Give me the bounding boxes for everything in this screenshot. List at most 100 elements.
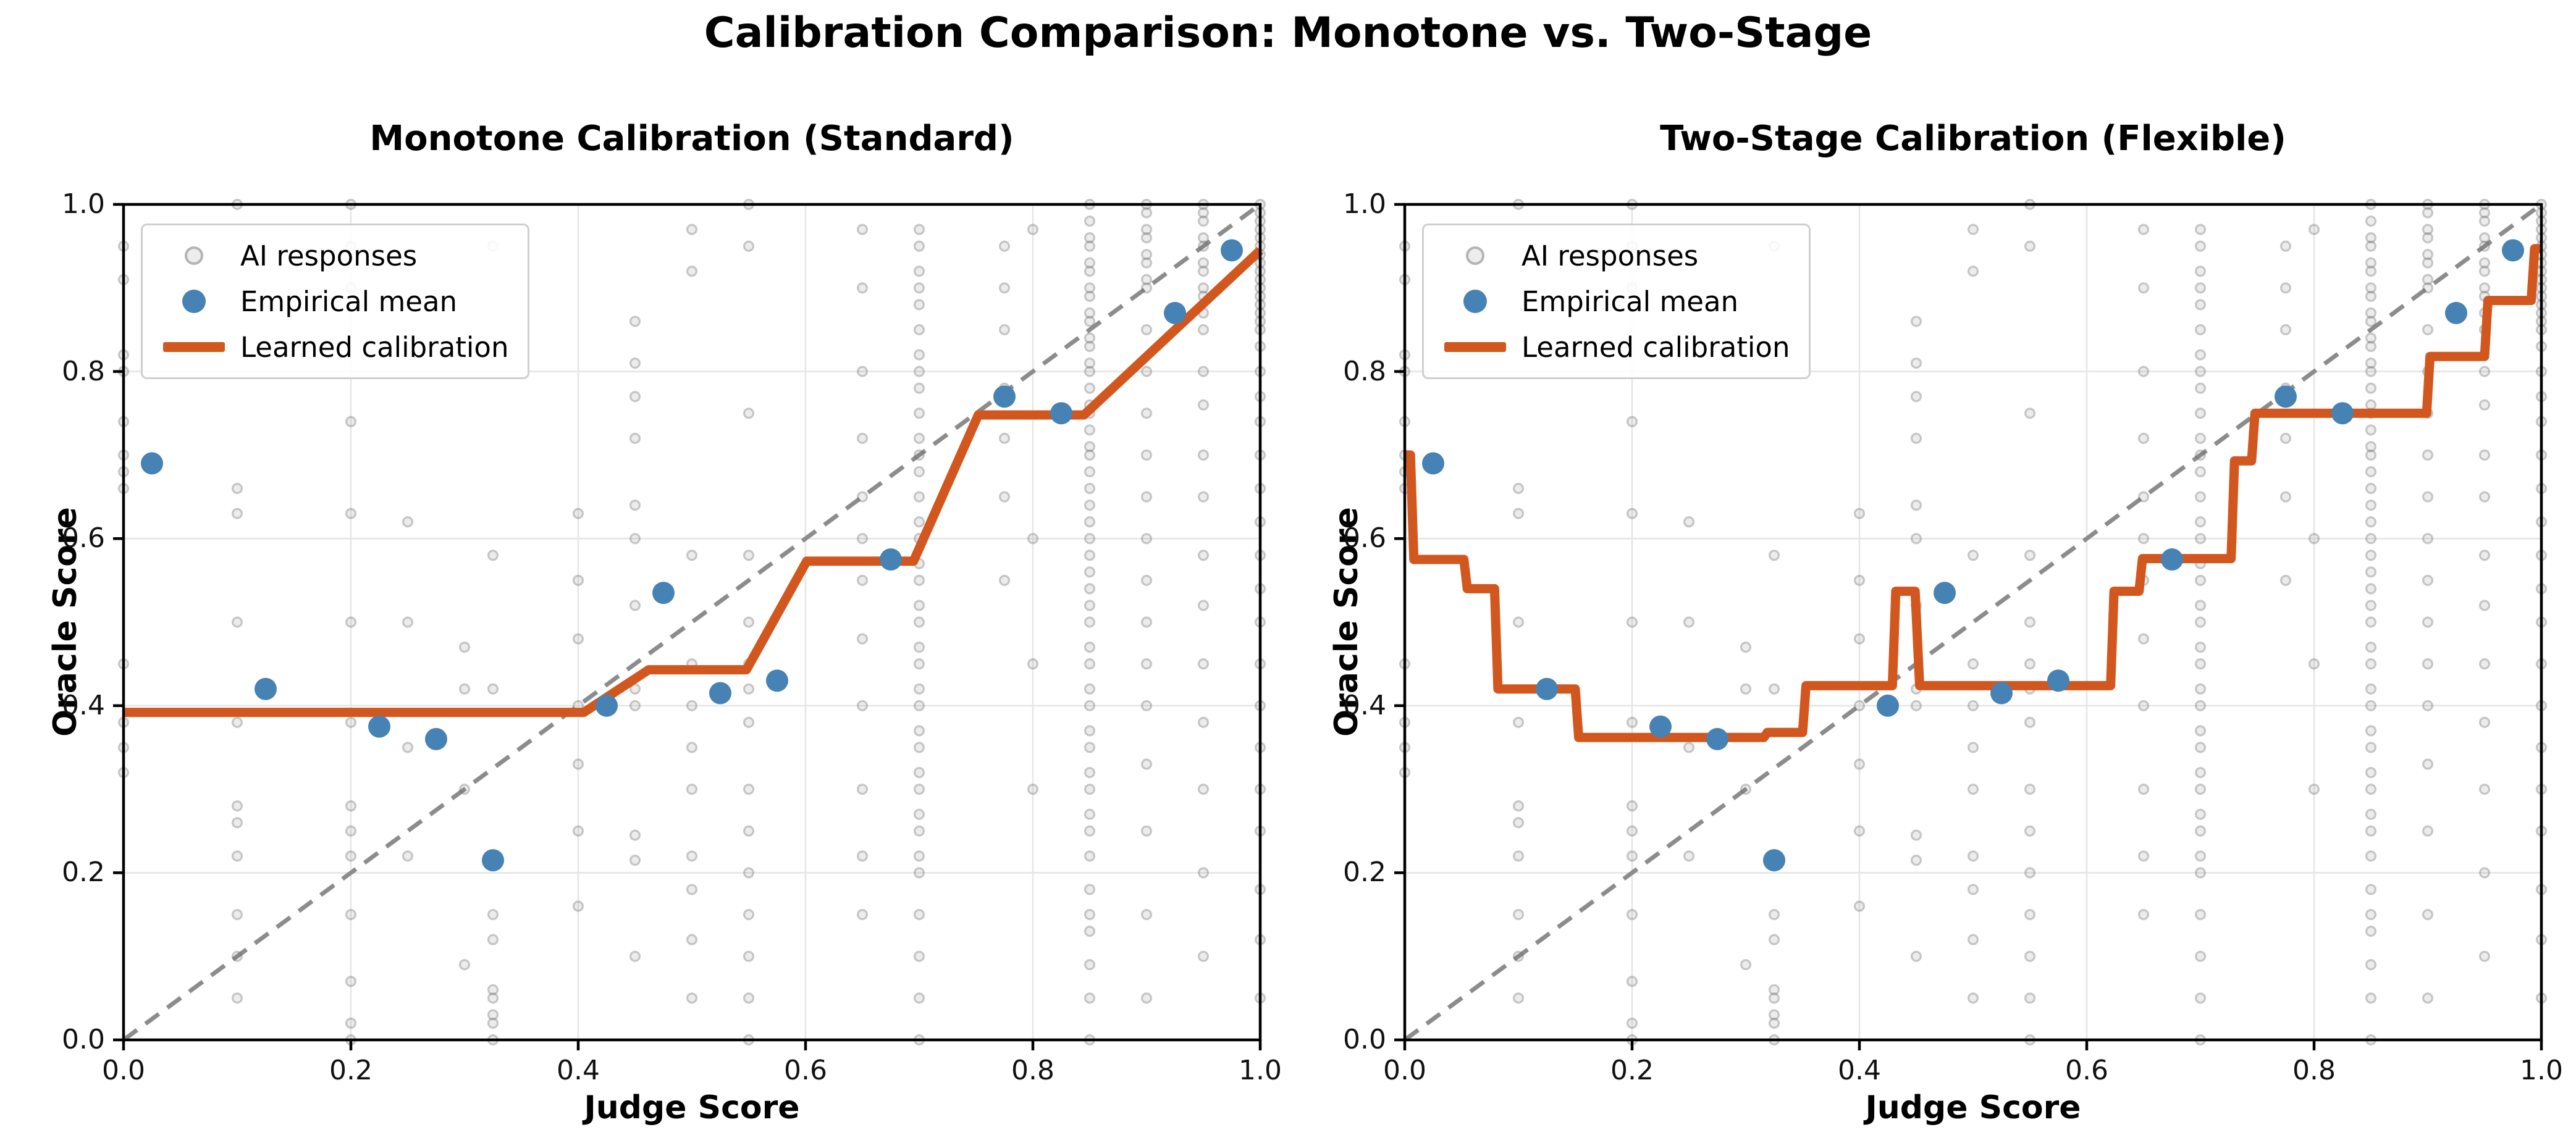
ai-response-point [2194, 808, 2207, 820]
legend-label: Learned calibration [1522, 330, 1790, 364]
empirical-mean-point [1164, 301, 1186, 324]
legend-item-learned-calibration: Learned calibration [148, 324, 509, 370]
ai-response-point [2279, 324, 2292, 336]
ai-response-point [1197, 449, 1210, 461]
ai-response-point [1967, 742, 1979, 753]
ai-response-point [2024, 240, 2036, 252]
ai-response-point [1084, 884, 1096, 895]
axes-spine [1403, 203, 2543, 1042]
y-tick-label: 0.4 [62, 689, 105, 721]
ai-response-point [1853, 825, 1866, 837]
legend-label: Empirical mean [1522, 285, 1739, 318]
ai-response-point [572, 633, 584, 645]
ai-response-point [2365, 332, 2377, 344]
legend-item-empirical-mean: Empirical mean [148, 278, 509, 324]
ai-response-point [1512, 716, 1525, 728]
ai-response-point [1967, 783, 1979, 795]
ai-response-point [2478, 240, 2491, 252]
empirical-mean-point [2445, 301, 2467, 324]
ai-response-point [231, 908, 243, 921]
ai-response-point [1140, 249, 1153, 261]
ai-response-point [913, 992, 925, 1004]
ai-response-point [913, 867, 925, 879]
ai-response-point [1683, 516, 1695, 528]
ai-response-point [1512, 908, 1525, 921]
ai-response-point [1084, 550, 1096, 561]
ai-response-point [2194, 950, 2207, 962]
ai-response-point [2194, 600, 2207, 611]
legend-label: AI responses [1522, 239, 1699, 272]
ai-response-point [1084, 583, 1096, 595]
empirical-mean-point [1934, 582, 1956, 605]
y-tick-label: 0.2 [1343, 856, 1386, 889]
ai-response-point [487, 984, 499, 995]
empirical-mean-point [368, 715, 390, 738]
legend-item-empirical-mean: Empirical mean [1429, 278, 1790, 324]
ai-response-point [2194, 324, 2207, 336]
ai-response-point [1626, 976, 1638, 987]
legend-label: Learned calibration [240, 330, 509, 364]
ai-response-point [2194, 349, 2207, 361]
ai-response-point [2365, 357, 2377, 369]
learned-calibration-line [1405, 244, 2541, 742]
ai-response-point [1853, 574, 1866, 586]
ai-response-point [2478, 491, 2491, 503]
ai-response-point [2365, 808, 2377, 820]
ai-response-point [2365, 424, 2377, 436]
ai-response-point [1084, 700, 1096, 711]
ai-response-point [1084, 725, 1096, 737]
scatter-dot-icon [185, 246, 203, 265]
ai-response-point [2478, 449, 2491, 461]
ai-response-point [2137, 700, 2150, 711]
ai-response-point [1084, 441, 1096, 453]
ai-response-point [998, 324, 1011, 336]
ai-response-point [2422, 758, 2434, 770]
ai-response-point [2194, 299, 2207, 311]
ai-response-point [856, 366, 869, 377]
panel-title-monotone: Monotone Calibration (Standard) [369, 119, 1014, 159]
ai-response-point [2478, 366, 2491, 377]
legend-item-ai-responses: AI responses [148, 233, 509, 278]
ai-response-point [1197, 282, 1210, 294]
ai-response-point [1197, 716, 1210, 728]
ai-response-point [2365, 908, 2377, 921]
ai-response-point [1084, 357, 1096, 369]
empirical-mean-point [482, 849, 504, 872]
ai-response-point [913, 282, 925, 294]
ai-response-point [2478, 232, 2491, 244]
ai-response-point [2478, 950, 2491, 962]
x-axis-label-two-stage: Judge Score [1865, 1089, 2081, 1126]
ai-response-point [2194, 240, 2207, 252]
y-tick-label: 0.0 [1343, 1024, 1386, 1055]
ai-response-point [1140, 324, 1153, 336]
x-tick-label: 0.0 [102, 1055, 145, 1086]
ai-response-point [1853, 758, 1866, 770]
ai-response-point [2478, 783, 2491, 795]
ai-response-point [1768, 934, 1780, 945]
ai-response-point [1084, 683, 1096, 695]
ai-response-point [913, 658, 925, 670]
ai-response-point [2365, 340, 2377, 353]
ai-response-point [1768, 992, 1780, 1004]
ai-response-point [1084, 616, 1096, 628]
ai-response-point [1512, 817, 1525, 829]
ai-response-point [1084, 641, 1096, 653]
ai-response-point [1084, 566, 1096, 578]
empirical-mean-point [2275, 385, 2297, 408]
ai-response-point [629, 499, 641, 511]
ai-response-point [2365, 742, 2377, 753]
ai-response-point [743, 683, 755, 695]
ai-response-point [2365, 766, 2377, 779]
ai-response-point [1197, 600, 1210, 611]
x-tick-label: 1.0 [2520, 1055, 2563, 1086]
ai-response-point [1140, 758, 1153, 770]
ai-response-point [2365, 290, 2377, 302]
ai-response-point [1084, 424, 1096, 436]
ai-response-point [2365, 700, 2377, 711]
empirical-mean-point [2331, 402, 2354, 425]
axes-spine [122, 203, 1262, 1042]
x-tick-label: 0.8 [2292, 1055, 2336, 1086]
ai-response-point [2194, 382, 2207, 394]
ai-response-point [1084, 257, 1096, 269]
ai-response-point [2194, 432, 2207, 444]
